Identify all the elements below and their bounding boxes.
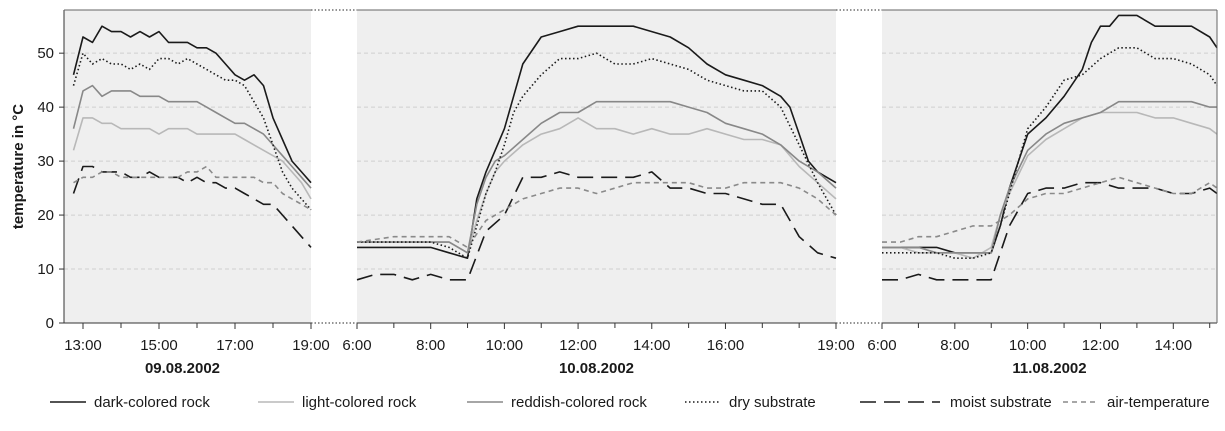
plot-area xyxy=(357,10,836,323)
x-tick-label: 16:00 xyxy=(707,337,745,354)
series-line-air-temperature xyxy=(882,176,1218,243)
x-tick-label: 19:00 xyxy=(817,337,855,354)
x-tick-label: 14:00 xyxy=(1155,337,1193,354)
y-tick-label: 10 xyxy=(37,261,54,278)
series-line-moist-substrate xyxy=(72,165,312,248)
date-label: 09.08.2002 xyxy=(145,360,220,377)
y-tick-label: 0 xyxy=(46,315,54,332)
x-tick-label: 12:00 xyxy=(1082,337,1120,354)
series-line-moist-substrate xyxy=(356,171,837,281)
panel-10-08-2002: 6:00 8:00 10:00 12:00 14:00 16:00 19:00 10.08.2… xyxy=(342,10,855,377)
x-tick-label: 15:00 xyxy=(140,337,178,354)
x-tick-label: 19:00 xyxy=(292,337,330,354)
series-line-moist-substrate xyxy=(882,181,1218,281)
legend-item-dark-colored-rock: dark-colored rock xyxy=(50,394,210,411)
legend-label: dark-colored rock xyxy=(94,394,210,411)
y-tick-label: 40 xyxy=(37,99,54,116)
legend-item-moist-substrate: moist substrate xyxy=(860,394,1052,411)
x-tick-label: 10:00 xyxy=(1009,337,1047,354)
date-label: 11.08.2002 xyxy=(1012,360,1086,377)
legend-item-reddish-colored-rock: reddish-colored rock xyxy=(467,394,647,411)
series-line-reddish-colored-rock xyxy=(357,100,837,254)
axes: 0 10 20 30 40 50 temperature in °C xyxy=(10,9,1218,332)
legend-item-air-temperature: air-temperature xyxy=(1063,394,1210,411)
plot-area xyxy=(64,10,311,323)
series-line-dark-colored-rock xyxy=(72,25,312,184)
date-label: 10.08.2002 xyxy=(559,360,634,377)
series-line-air-temperature xyxy=(356,181,837,249)
series-line-reddish-colored-rock xyxy=(72,84,312,189)
x-tick-label: 17:00 xyxy=(216,337,254,354)
panel-11-08-2002: 6:00 8:00 10:00 12:00 14:00 11.08.2002 xyxy=(867,10,1218,377)
legend: dark-colored rock light-colored rock reddi… xyxy=(50,394,1210,411)
legend-item-dry-substrate: dry substrate xyxy=(685,394,816,411)
legend-label: moist substrate xyxy=(950,394,1052,411)
x-tick-label: 6:00 xyxy=(342,337,371,354)
y-tick-label: 20 xyxy=(37,207,54,224)
x-tick-label: 14:00 xyxy=(633,337,671,354)
x-tick-label: 13:00 xyxy=(64,337,102,354)
legend-label: reddish-colored rock xyxy=(511,394,647,411)
legend-item-light-colored-rock: light-colored rock xyxy=(258,394,417,411)
x-tick-label: 8:00 xyxy=(940,337,969,354)
series-line-air-temperature xyxy=(73,165,312,211)
legend-label: air-temperature xyxy=(1107,394,1210,411)
x-tick-label: 12:00 xyxy=(559,337,597,354)
plot-area xyxy=(882,10,1217,323)
x-tick-label: 10:00 xyxy=(486,337,524,354)
series-line-dry-substrate xyxy=(882,47,1218,259)
series-line-dark-colored-rock xyxy=(882,14,1218,254)
y-tick-label: 50 xyxy=(37,45,54,62)
x-tick-label: 8:00 xyxy=(416,337,445,354)
series-line-reddish-colored-rock xyxy=(882,100,1217,254)
plot-panels: 13:00 15:00 17:00 19:00 09.08.2002 6:00 8:00 10… xyxy=(64,10,1218,377)
legend-label: light-colored rock xyxy=(302,394,417,411)
y-tick-label: 30 xyxy=(37,153,54,170)
x-tick-label: 6:00 xyxy=(867,337,896,354)
series-line-light-colored-rock xyxy=(72,117,312,200)
y-axis-title: temperature in °C xyxy=(10,104,27,229)
legend-label: dry substrate xyxy=(729,394,816,411)
panel-09-08-2002: 13:00 15:00 17:00 19:00 09.08.2002 xyxy=(64,10,330,377)
